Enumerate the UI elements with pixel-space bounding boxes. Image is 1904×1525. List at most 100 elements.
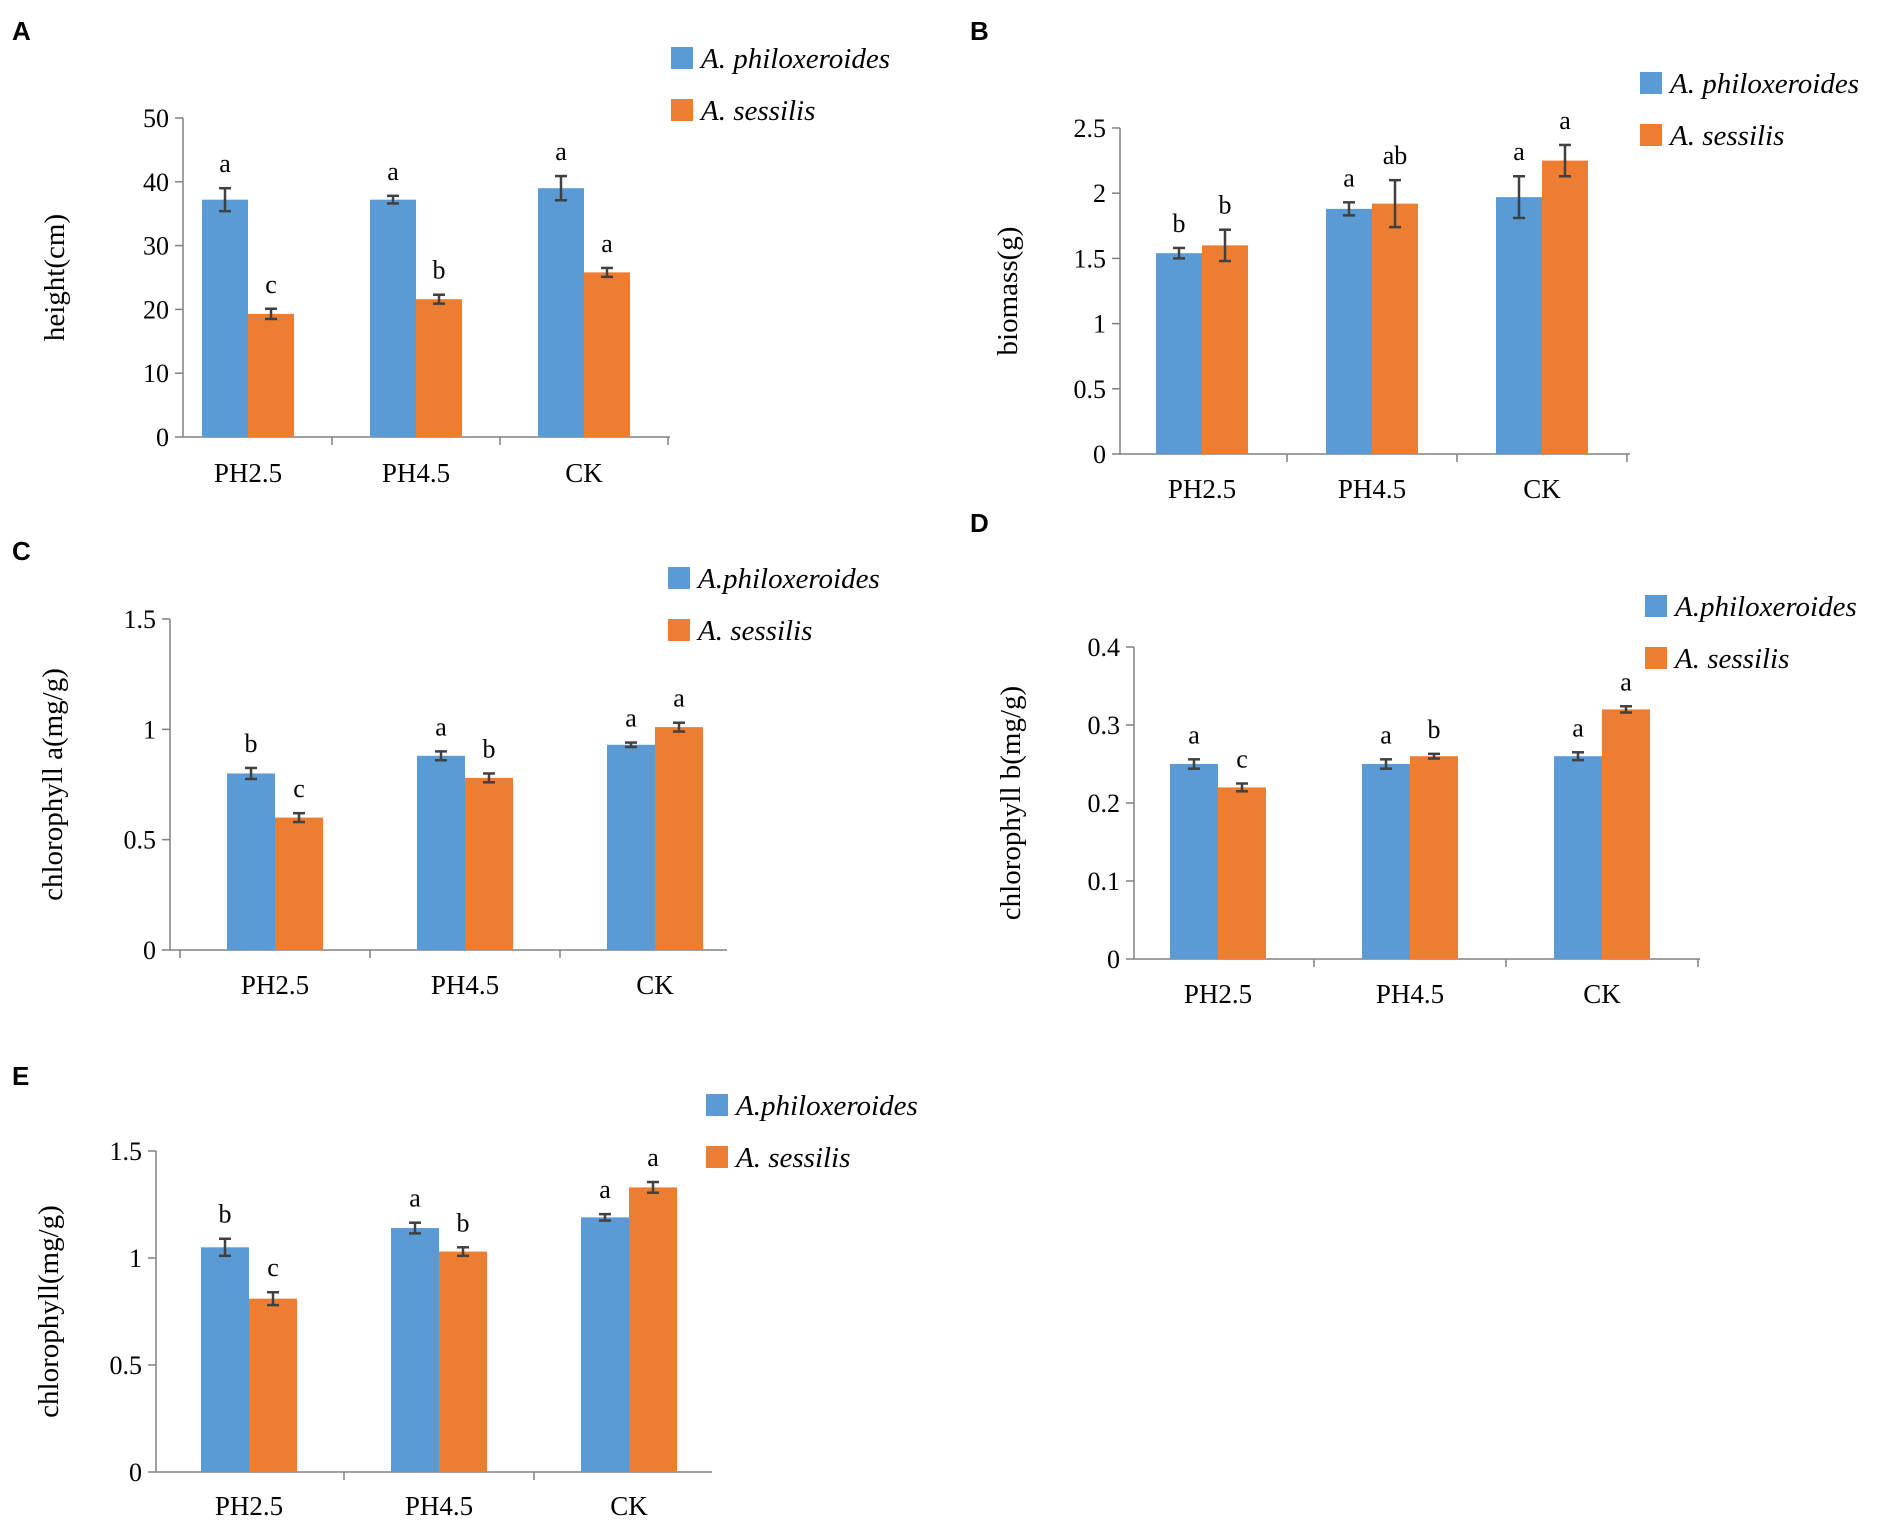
significance-label: a [435,712,447,741]
legend-swatch [1645,595,1667,617]
legend-swatch [671,47,693,69]
x-tick-label: PH2.5 [215,1491,283,1521]
bar-a-sessilis [1372,203,1418,454]
bar-a-philoxeroides [581,1217,629,1472]
y-tick-label: 0 [156,423,169,452]
bar-a-philoxeroides [370,199,416,437]
significance-label: a [1188,720,1200,749]
bar-a-philoxeroides [201,1247,249,1472]
y-tick-label: 0.1 [1088,867,1121,896]
bar-a-sessilis [275,817,323,950]
bar-a-sessilis [465,777,513,950]
legend-swatch [668,567,690,589]
x-tick-label: CK [610,1491,648,1521]
significance-label: b [1173,209,1186,238]
legend-swatch [1640,124,1662,146]
significance-label: b [245,729,258,758]
significance-label: a [387,157,399,186]
significance-label: b [1428,715,1441,744]
bar-a-sessilis [248,313,294,437]
y-tick-label: 1.5 [1074,244,1107,273]
bar-a-philoxeroides [202,199,248,437]
y-tick-label: 0.4 [1088,633,1121,662]
y-tick-label: 1 [1093,310,1106,339]
bar-a-sessilis [1218,787,1266,959]
bar-a-sessilis [1410,756,1458,959]
significance-label: a [625,704,637,733]
bar-a-philoxeroides [1554,756,1602,959]
panel-letter: D [970,508,989,538]
chart-panel-d: D 0 0.1 0.2 0.3 0.4 PH2.5 PH4.5 CK chlorophyll b(… [970,508,1857,1009]
significance-label: b [457,1208,470,1237]
significance-label: c [267,1253,279,1282]
y-tick-label: 1 [129,1244,142,1273]
y-tick-label: 30 [143,232,169,261]
significance-label: a [1343,163,1355,192]
y-tick-label: 2.5 [1074,114,1107,143]
bar-a-philoxeroides [391,1228,439,1472]
legend-label: A.philoxeroides [1673,591,1857,623]
legend-label: A. sessilis [734,1142,850,1174]
y-axis-label: chlorophyll(mg/g) [33,1205,65,1418]
y-tick-label: 40 [143,168,169,197]
chart-panel-c: C 0 0.5 1 1.5 PH2.5 PH4.5 CK chlorophyll a(mg/g)… [12,536,880,1000]
legend-label: A. sessilis [699,95,815,127]
significance-label: a [1559,106,1571,135]
significance-label: c [265,270,277,299]
bar-a-philoxeroides [607,744,655,950]
significance-label: a [409,1184,421,1213]
significance-label: b [219,1200,232,1229]
significance-label: a [1380,720,1392,749]
bar-a-sessilis [1542,160,1588,454]
legend-label: A. philoxeroides [1668,68,1859,100]
significance-label: a [601,229,613,258]
x-tick-label: CK [636,970,674,1000]
legend-swatch [671,99,693,121]
y-tick-label: 1.5 [110,1137,143,1166]
x-tick-label: PH4.5 [382,458,450,488]
significance-label: c [293,774,305,803]
bar-a-philoxeroides [417,755,465,950]
significance-label: c [1236,745,1248,774]
x-tick-label: PH2.5 [1168,474,1236,504]
legend-swatch [706,1094,728,1116]
legend-swatch [668,619,690,641]
y-tick-label: 0 [129,1458,142,1487]
bar-a-philoxeroides [1156,253,1202,454]
x-tick-label: PH4.5 [405,1491,473,1521]
legend-swatch [706,1146,728,1168]
x-tick-label: PH4.5 [1376,979,1444,1009]
bar-a-sessilis [1202,245,1248,454]
y-axis-label: chlorophyll b(mg/g) [995,686,1027,920]
panel-letter: B [970,16,989,46]
bar-a-philoxeroides [1362,764,1410,959]
x-tick-label: CK [565,458,603,488]
panel-letter: A [12,16,31,46]
bar-a-sessilis [249,1298,297,1472]
panel-letter: C [12,536,31,566]
y-tick-label: 0.5 [1074,375,1107,404]
x-tick-label: PH4.5 [431,970,499,1000]
y-tick-label: 1 [143,715,156,744]
y-tick-label: 0.3 [1088,711,1121,740]
bar-a-philoxeroides [227,773,275,950]
bar-a-philoxeroides [1496,197,1542,454]
legend-swatch [1640,72,1662,94]
x-tick-label: PH2.5 [1184,979,1252,1009]
y-tick-label: 50 [143,104,169,133]
y-tick-label: 0.5 [110,1351,143,1380]
y-tick-label: 1.5 [124,605,157,634]
significance-label: b [433,256,446,285]
significance-label: b [1219,191,1232,220]
significance-label: a [555,137,567,166]
bar-a-sessilis [655,727,703,950]
significance-label: b [483,734,496,763]
legend-label: A.philoxeroides [734,1090,918,1122]
legend-label: A.philoxeroides [696,563,880,595]
y-axis-label: chlorophyll a(mg/g) [37,668,69,901]
x-tick-label: PH2.5 [214,458,282,488]
bar-a-sessilis [416,299,462,437]
significance-label: a [1513,137,1525,166]
